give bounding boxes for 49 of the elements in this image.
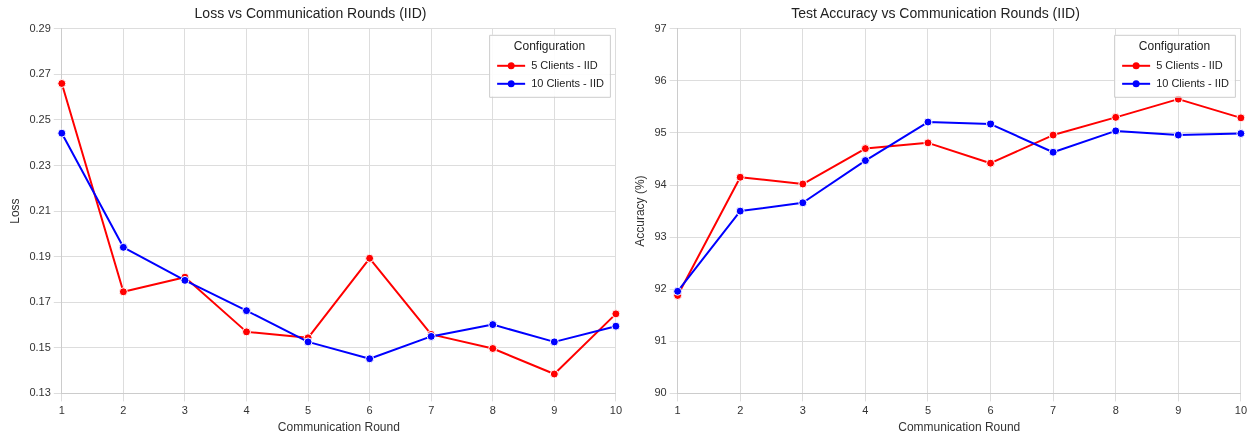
chart-title: Test Accuracy vs Communication Rounds (IID) bbox=[791, 5, 1080, 22]
y-tick-label: 91 bbox=[654, 334, 667, 347]
y-tick-label: 0.27 bbox=[29, 67, 51, 80]
x-tick-label: 7 bbox=[428, 404, 435, 417]
legend-label: 5 Clients - IID bbox=[1156, 58, 1223, 71]
x-tick-label: 8 bbox=[1112, 404, 1119, 417]
x-axis-title: Communication Round bbox=[898, 420, 1021, 435]
y-tick-label: 92 bbox=[654, 282, 667, 295]
y-tick-label: 96 bbox=[654, 73, 667, 86]
x-tick-label: 4 bbox=[243, 404, 250, 417]
legend-label: 10 Clients - IID bbox=[531, 76, 604, 89]
legend-label: 10 Clients - IID bbox=[1156, 76, 1229, 89]
x-tick-label: 10 bbox=[1234, 404, 1248, 417]
legend-title: Configuration bbox=[1138, 39, 1211, 54]
x-tick-label: 2 bbox=[737, 404, 744, 417]
x-tick-label: 6 bbox=[366, 404, 373, 417]
y-tick-label: 0.25 bbox=[29, 112, 51, 125]
x-tick-label: 7 bbox=[1050, 404, 1057, 417]
x-tick-label: 3 bbox=[799, 404, 806, 417]
y-tick-label: 0.17 bbox=[29, 295, 51, 308]
y-tick-label: 94 bbox=[654, 178, 667, 191]
x-tick-label: 5 bbox=[924, 404, 932, 417]
x-tick-label: 4 bbox=[862, 404, 869, 417]
x-tick-label: 6 bbox=[987, 404, 994, 417]
chart-title: Loss vs Communication Rounds (IID) bbox=[194, 5, 427, 22]
x-tick-label: 9 bbox=[551, 404, 558, 417]
legend-title: Configuration bbox=[513, 39, 586, 54]
y-axis-title: Accuracy (%) bbox=[632, 175, 647, 247]
y-tick-label: 0.23 bbox=[29, 158, 51, 171]
x-tick-label: 3 bbox=[181, 404, 188, 417]
y-tick-label: 0.15 bbox=[29, 340, 51, 353]
y-tick-label: 90 bbox=[654, 386, 667, 399]
y-axis-title: Loss bbox=[7, 198, 22, 224]
y-tick-label: 0.19 bbox=[29, 249, 51, 262]
x-tick-label: 10 bbox=[609, 404, 623, 417]
x-tick-label: 8 bbox=[489, 404, 496, 417]
y-tick-label: 0.13 bbox=[29, 386, 51, 399]
x-tick-label: 5 bbox=[305, 404, 312, 417]
x-tick-label: 9 bbox=[1175, 404, 1182, 417]
x-tick-label: 1 bbox=[58, 404, 65, 417]
x-axis-title: Communication Round bbox=[277, 420, 400, 435]
y-tick-label: 95 bbox=[654, 126, 667, 138]
y-tick-label: 97 bbox=[654, 21, 667, 34]
y-tick-label: 93 bbox=[654, 230, 667, 243]
y-tick-label: 0.29 bbox=[29, 21, 51, 34]
legend-label: 5 Clients - IID bbox=[531, 58, 598, 71]
x-tick-label: 2 bbox=[120, 404, 127, 417]
y-tick-label: 0.21 bbox=[29, 204, 51, 217]
x-tick-label: 1 bbox=[674, 404, 681, 417]
